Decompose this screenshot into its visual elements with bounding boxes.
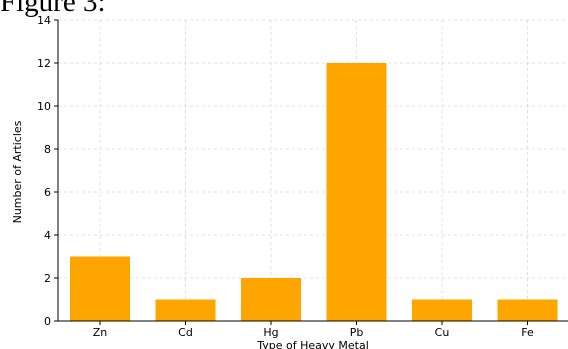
y-tick-label: 2	[44, 272, 51, 285]
y-tick-label: 4	[44, 229, 51, 242]
y-tick-label: 10	[37, 100, 51, 113]
x-ticks: Zn Cd Hg Pb Cu Fe	[93, 321, 534, 339]
y-axis-label: Number of Articles	[11, 120, 24, 223]
bars	[70, 63, 558, 321]
x-tick-label: Zn	[93, 326, 108, 339]
axes	[57, 20, 568, 322]
bar-cd	[155, 299, 216, 321]
bar-cu	[412, 299, 472, 321]
x-tick-label: Pb	[350, 326, 364, 339]
y-tick-label: 8	[44, 143, 51, 156]
y-tick-label: 0	[44, 315, 51, 328]
y-tick-label: 12	[37, 57, 51, 70]
x-tick-label: Cu	[435, 326, 450, 339]
bar-fe	[497, 299, 558, 321]
bar-pb	[326, 63, 387, 321]
y-tick-label: 14	[37, 14, 51, 27]
bar-hg	[241, 278, 301, 321]
x-tick-label: Hg	[263, 326, 278, 339]
y-ticks: 0 2 4 6 8 10 12 14	[37, 14, 58, 328]
grid-lines	[58, 19, 568, 322]
x-tick-label: Fe	[521, 326, 534, 339]
x-axis-label: Type of Heavy Metal	[256, 339, 369, 349]
figure-caption: Figure 3:	[0, 0, 106, 18]
bar-zn	[70, 256, 130, 321]
y-tick-label: 6	[44, 186, 51, 199]
x-tick-label: Cd	[178, 326, 193, 339]
